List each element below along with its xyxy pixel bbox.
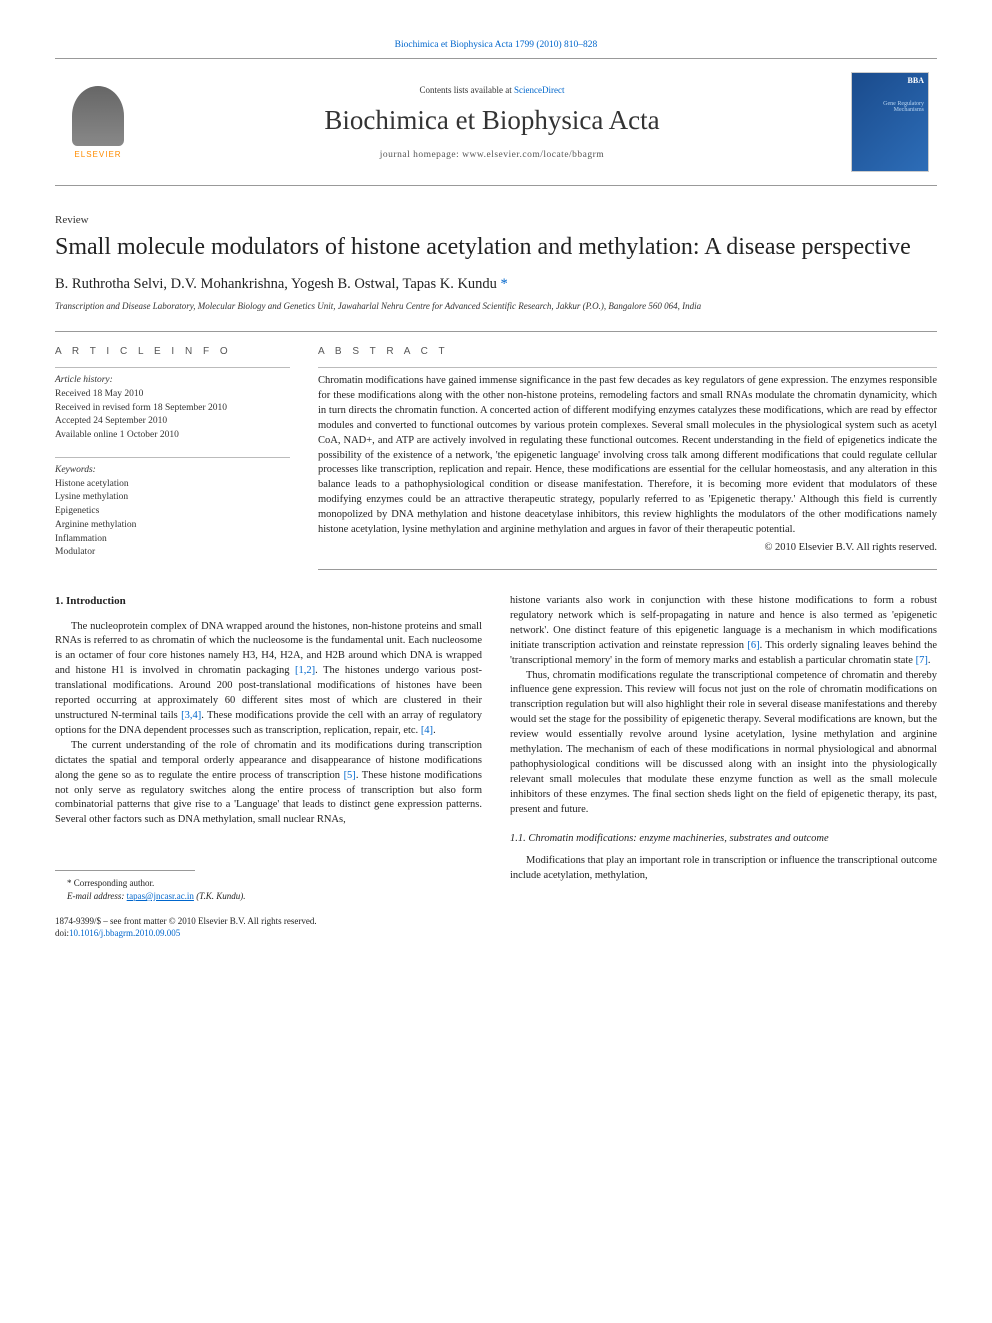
paragraph-1: The nucleoprotein complex of DNA wrapped… bbox=[55, 620, 482, 739]
article-title: Small molecule modulators of histone ace… bbox=[55, 232, 937, 262]
front-matter-block: 1874-9399/$ – see front matter © 2010 El… bbox=[55, 915, 482, 939]
elsevier-tree-icon bbox=[72, 86, 124, 146]
contents-prefix: Contents lists available at bbox=[420, 85, 514, 95]
paragraph-4: Thus, chromatin modifications regulate t… bbox=[510, 669, 937, 818]
abstract-copyright: © 2010 Elsevier B.V. All rights reserved… bbox=[318, 542, 937, 553]
history-label: Article history: bbox=[55, 375, 113, 385]
email-note: E-mail address: tapas@jncasr.ac.in (T.K.… bbox=[55, 890, 482, 903]
article-type: Review bbox=[55, 214, 937, 226]
keyword-item: Lysine methylation bbox=[55, 491, 290, 505]
cover-subtitle: Gene Regulatory Mechanisms bbox=[852, 101, 924, 113]
journal-cover-thumbnail: BBA Gene Regulatory Mechanisms bbox=[851, 72, 929, 172]
article-info-heading: A R T I C L E I N F O bbox=[55, 346, 290, 357]
affiliation: Transcription and Disease Laboratory, Mo… bbox=[55, 301, 937, 311]
abstract-text: Chromatin modifications have gained imme… bbox=[318, 367, 937, 538]
citation-ref[interactable]: [5] bbox=[344, 770, 356, 781]
citation-ref[interactable]: [7] bbox=[916, 655, 928, 666]
article-info-column: A R T I C L E I N F O Article history: R… bbox=[55, 346, 290, 570]
keyword-item: Modulator bbox=[55, 546, 290, 560]
email-suffix: (T.K. Kundu). bbox=[194, 891, 246, 901]
paragraph-3: histone variants also work in conjunctio… bbox=[510, 594, 937, 669]
authors-line: B. Ruthrotha Selvi, D.V. Mohankrishna, Y… bbox=[55, 276, 937, 293]
journal-name: Biochimica et Biophysica Acta bbox=[133, 105, 851, 136]
p3-text-c: . bbox=[928, 655, 931, 666]
abstract-heading: A B S T R A C T bbox=[318, 346, 937, 357]
front-matter-text: 1874-9399/$ – see front matter © 2010 El… bbox=[55, 916, 317, 926]
p1-text-d: . bbox=[433, 725, 436, 736]
elsevier-logo: ELSEVIER bbox=[63, 77, 133, 167]
keyword-item: Histone acetylation bbox=[55, 478, 290, 492]
keyword-item: Epigenetics bbox=[55, 505, 290, 519]
keywords-label: Keywords: bbox=[55, 465, 96, 475]
history-received: Received 18 May 2010 bbox=[55, 389, 143, 399]
masthead: ELSEVIER Contents lists available at Sci… bbox=[55, 58, 937, 186]
citation-ref[interactable]: [3,4] bbox=[181, 710, 201, 721]
doi-link[interactable]: 10.1016/j.bbagrm.2010.09.005 bbox=[69, 928, 180, 938]
info-abstract-row: A R T I C L E I N F O Article history: R… bbox=[55, 331, 937, 570]
sciencedirect-link[interactable]: ScienceDirect bbox=[514, 85, 564, 95]
history-accepted: Accepted 24 September 2010 bbox=[55, 416, 167, 426]
paragraph-2: The current understanding of the role of… bbox=[55, 739, 482, 828]
footer-separator bbox=[55, 870, 195, 871]
masthead-center: Contents lists available at ScienceDirec… bbox=[133, 85, 851, 160]
citation-ref[interactable]: [6] bbox=[747, 640, 759, 651]
doi-prefix: doi: bbox=[55, 928, 69, 938]
body-columns: 1. Introduction The nucleoprotein comple… bbox=[55, 594, 937, 939]
corresponding-author-mark: * bbox=[501, 276, 508, 292]
article-history-block: Article history: Received 18 May 2010 Re… bbox=[55, 367, 290, 443]
right-column: histone variants also work in conjunctio… bbox=[510, 594, 937, 939]
history-online: Available online 1 October 2010 bbox=[55, 430, 179, 440]
keyword-item: Arginine methylation bbox=[55, 519, 290, 533]
left-column: 1. Introduction The nucleoprotein comple… bbox=[55, 594, 482, 939]
citation-ref[interactable]: [4] bbox=[421, 725, 433, 736]
email-link[interactable]: tapas@jncasr.ac.in bbox=[127, 891, 194, 901]
page-root: Biochimica et Biophysica Acta 1799 (2010… bbox=[0, 0, 992, 979]
journal-homepage: journal homepage: www.elsevier.com/locat… bbox=[133, 150, 851, 160]
abstract-column: A B S T R A C T Chromatin modifications … bbox=[318, 346, 937, 570]
elsevier-wordmark: ELSEVIER bbox=[74, 150, 121, 159]
keyword-item: Inflammation bbox=[55, 533, 290, 547]
keywords-block: Keywords: Histone acetylation Lysine met… bbox=[55, 457, 290, 560]
citation-line: Biochimica et Biophysica Acta 1799 (2010… bbox=[55, 40, 937, 50]
abstract-bottom-rule bbox=[318, 569, 937, 570]
paragraph-5: Modifications that play an important rol… bbox=[510, 854, 937, 884]
authors-names: B. Ruthrotha Selvi, D.V. Mohankrishna, Y… bbox=[55, 276, 497, 292]
subsection-1-1-heading: 1.1. Chromatin modifications: enzyme mac… bbox=[510, 832, 937, 847]
cover-abbrev: BBA bbox=[908, 77, 924, 86]
citation-ref[interactable]: [1,2] bbox=[295, 665, 315, 676]
email-label: E-mail address: bbox=[67, 891, 127, 901]
section-1-heading: 1. Introduction bbox=[55, 594, 482, 610]
contents-lists-line: Contents lists available at ScienceDirec… bbox=[133, 85, 851, 95]
corresponding-author-note: * Corresponding author. bbox=[55, 877, 482, 890]
history-revised: Received in revised form 18 September 20… bbox=[55, 403, 227, 413]
